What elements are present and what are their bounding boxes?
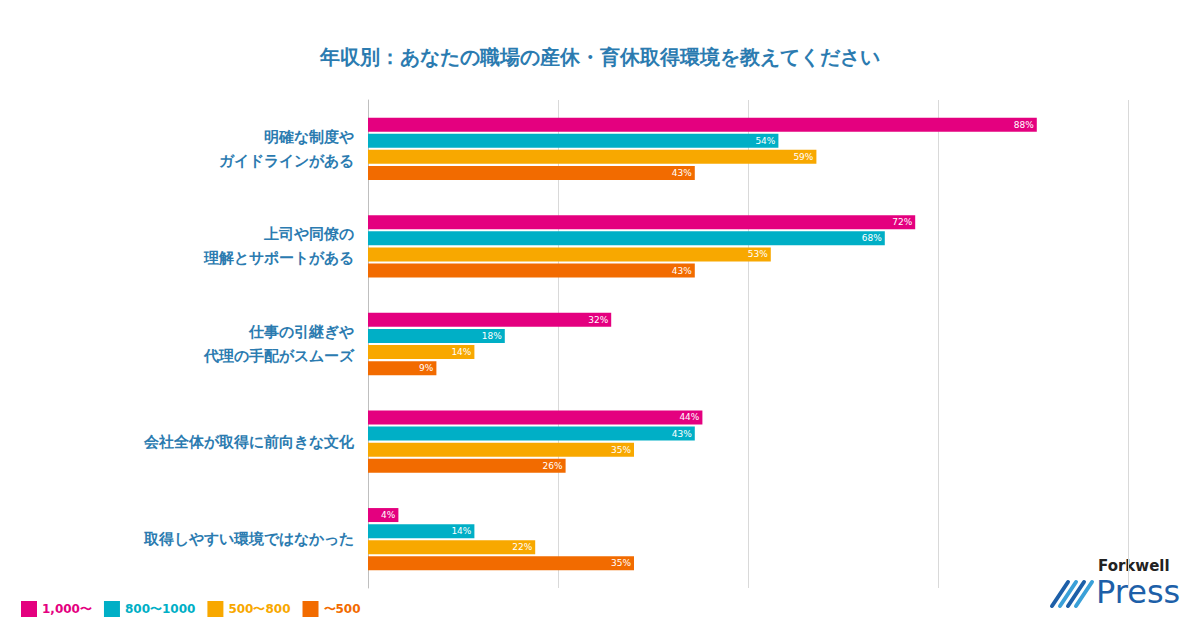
svg-text:800〜1000: 800〜1000 (125, 602, 195, 616)
svg-text:500〜800: 500〜800 (228, 602, 290, 616)
svg-text:53%: 53% (748, 249, 768, 259)
svg-text:43%: 43% (672, 266, 692, 276)
svg-text:72%: 72% (892, 217, 912, 227)
svg-text:明確な制度や: 明確な制度や (264, 128, 354, 146)
svg-text:59%: 59% (793, 152, 813, 162)
svg-text:14%: 14% (451, 347, 471, 357)
svg-text:ガイドラインがある: ガイドラインがある (219, 152, 354, 170)
svg-text:Press: Press (1096, 573, 1180, 611)
svg-text:4%: 4% (381, 510, 396, 520)
svg-text:14%: 14% (451, 526, 471, 536)
svg-text:35%: 35% (611, 558, 631, 568)
svg-text:43%: 43% (672, 429, 692, 439)
svg-text:44%: 44% (679, 412, 699, 422)
svg-text:32%: 32% (588, 315, 608, 325)
svg-text:54%: 54% (755, 136, 775, 146)
svg-text:88%: 88% (1014, 120, 1034, 130)
svg-text:理解とサポートがある: 理解とサポートがある (203, 249, 354, 267)
svg-text:年収別：あなたの職場の産休・育休取得環境を教えてください: 年収別：あなたの職場の産休・育休取得環境を教えてください (319, 45, 880, 69)
svg-text:取得しやすい環境ではなかった: 取得しやすい環境ではなかった (143, 530, 354, 548)
svg-text:35%: 35% (611, 445, 631, 455)
svg-text:22%: 22% (512, 542, 532, 552)
svg-text:〜500: 〜500 (324, 602, 361, 616)
svg-text:Forkwell: Forkwell (1098, 557, 1170, 575)
svg-text:9%: 9% (419, 363, 434, 373)
svg-text:68%: 68% (862, 233, 882, 243)
svg-text:26%: 26% (543, 461, 563, 471)
svg-text:仕事の引継ぎや: 仕事の引継ぎや (248, 323, 354, 341)
svg-text:会社全体が取得に前向きな文化: 会社全体が取得に前向きな文化 (143, 433, 355, 451)
svg-text:代理の手配がスムーズ: 代理の手配がスムーズ (203, 347, 355, 365)
svg-text:18%: 18% (482, 331, 502, 341)
svg-text:上司や同僚の: 上司や同僚の (263, 225, 354, 243)
svg-text:1,000〜: 1,000〜 (42, 602, 92, 616)
svg-text:43%: 43% (672, 168, 692, 178)
